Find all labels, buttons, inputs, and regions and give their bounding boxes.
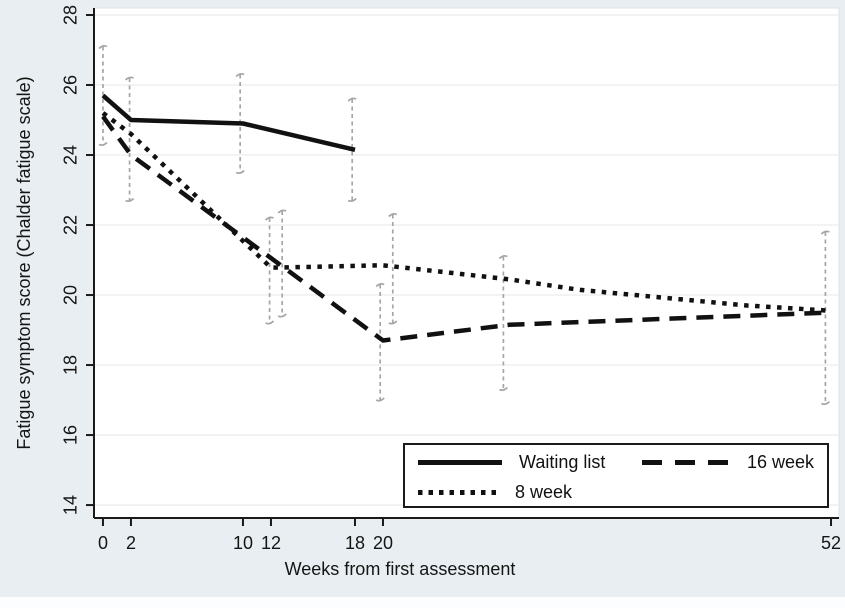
plot-area	[93, 7, 840, 519]
y-tick-label: 28	[61, 5, 81, 25]
error-bar-cap-top	[375, 283, 385, 288]
error-bar	[498, 255, 508, 392]
error-bar	[264, 216, 275, 325]
error-bar-cap-top	[498, 255, 508, 260]
error-bar	[375, 283, 385, 402]
y-tick-label: 14	[61, 495, 81, 515]
legend-label: Waiting list	[519, 452, 606, 472]
error-bar-cap-top	[98, 44, 108, 50]
error-bar	[98, 44, 108, 147]
series-layer	[101, 93, 832, 343]
x-tick-label: 20	[373, 533, 393, 553]
y-tick-label: 16	[61, 425, 81, 445]
error-bar-cap-top	[347, 97, 357, 102]
error-bar	[277, 209, 287, 318]
grid-layer	[94, 14, 839, 506]
x-tick-label: 0	[98, 533, 108, 553]
bottom-strip	[0, 597, 845, 608]
error-bar-cap-top	[235, 73, 245, 78]
error-bar-cap-top	[264, 216, 274, 221]
legend-item-waiting-list: Waiting list	[418, 452, 605, 473]
x-tick-label: 2	[126, 533, 136, 553]
x-axis-title: Weeks from first assessment	[285, 559, 516, 579]
tick-layer: 14 16 18 20 22 24 26 28 0 2 10 12 18 20 52	[61, 5, 841, 553]
legend-item-16-week: 16 week	[642, 452, 814, 473]
legend-label: 16 week	[747, 452, 815, 472]
series-line-16-week	[101, 115, 832, 343]
y-tick-label: 20	[61, 285, 81, 305]
error-bar	[124, 76, 135, 203]
legend-label: 8 week	[515, 482, 573, 502]
error-bar-cap-bottom	[125, 197, 135, 203]
error-bar-cap-bottom	[277, 313, 287, 318]
x-tick-label: 52	[821, 533, 841, 553]
error-bar-cap-top	[124, 76, 134, 81]
series-line-8-week	[101, 111, 832, 314]
y-tick-label: 24	[61, 145, 81, 165]
legend-item-8-week: 8 week	[418, 482, 572, 503]
error-bar-layer	[98, 44, 831, 406]
error-bar-cap-bottom	[388, 320, 398, 325]
y-tick-label: 18	[61, 355, 81, 375]
error-bar	[820, 230, 831, 406]
error-bar	[235, 73, 245, 175]
error-bar-cap-bottom	[265, 320, 275, 325]
error-bar-cap-top	[388, 213, 398, 218]
x-tick-label: 10	[233, 533, 253, 553]
error-bar-cap-bottom	[235, 169, 245, 175]
x-tick-label: 18	[345, 533, 365, 553]
error-bar	[388, 213, 398, 325]
error-bar-cap-bottom	[98, 141, 108, 147]
legend: Waiting list 16 week 8 week	[403, 443, 829, 508]
error-bar	[347, 97, 357, 203]
y-tick-label: 22	[61, 215, 81, 235]
series-line-waiting-list	[101, 93, 356, 152]
y-tick-label: 26	[61, 75, 81, 95]
y-axis-title: Fatigue symptom score (Chalder fatigue s…	[14, 76, 34, 449]
error-bar-cap-bottom	[821, 400, 831, 406]
error-bar-cap-top	[820, 230, 830, 235]
error-bar-cap-bottom	[375, 397, 385, 402]
error-bar-cap-bottom	[499, 386, 508, 392]
x-tick-label: 12	[261, 533, 281, 553]
dashed-line-swatch-icon	[642, 460, 730, 465]
solid-line-swatch-icon	[418, 460, 502, 465]
error-bar-cap-bottom	[347, 197, 357, 203]
error-bar-cap-top	[277, 209, 287, 214]
dotted-line-swatch-icon	[418, 490, 498, 495]
